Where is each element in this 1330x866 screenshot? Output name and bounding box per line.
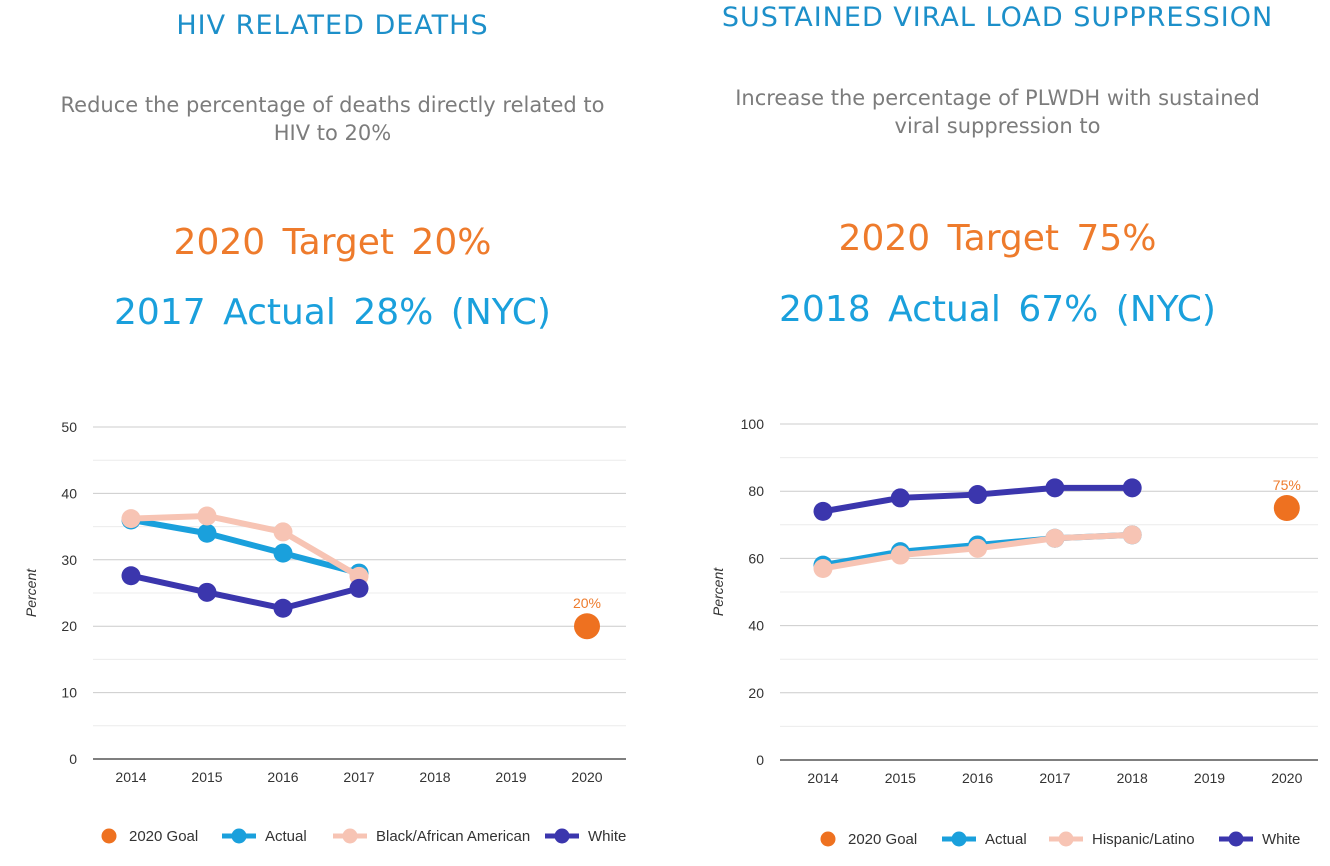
legend-label: 2020 Goal [129,828,198,845]
subtitle-line: Reduce the percentage of deaths directly… [60,93,605,117]
x-tick-label: 2016 [962,770,993,786]
panel-title: HIV RELATED DEATHS [176,10,489,41]
legend-label: White [588,828,626,845]
panel-viral-suppression: SUSTAINED VIRAL LOAD SUPPRESSION Increas… [665,0,1330,866]
x-tick-label: 2020 [1271,770,1302,786]
series-line [130,517,360,576]
x-tick-label: 2015 [885,770,916,786]
x-tick-label: 2018 [1117,770,1148,786]
data-point [273,522,293,542]
series-white [813,478,1142,521]
series-line [130,572,360,612]
data-point [1045,528,1065,548]
legend-marker [554,828,570,844]
y-tick-label: 0 [69,751,77,767]
x-tick-label: 2019 [495,769,526,785]
x-tick-label: 2018 [419,769,450,785]
target-text: 2020 Target 75% [838,218,1157,259]
legend-marker [342,828,358,844]
data-label: 20% [573,595,601,611]
legend-marker [231,828,247,844]
legend-item-2020-goal: 2020 Goal [101,828,198,845]
legend-label: Hispanic/Latino [1092,831,1195,848]
x-tick-label: 2020 [571,769,602,785]
y-tick-label: 30 [61,552,77,568]
viral-suppression-chart: 0 20 40 60 80 100 2014 2015 2016 2017 2018 2019 2020… [710,416,1318,848]
data-point [1045,478,1065,498]
data-point [273,543,293,563]
x-tick-label: 2019 [1194,770,1225,786]
x-tick-label: 2014 [115,769,146,785]
y-tick-label: 60 [748,550,764,566]
y-tick-label: 0 [756,752,764,768]
data-point [349,578,369,598]
data-point [1273,495,1300,521]
y-tick-label: 40 [61,485,77,501]
legend-marker [1058,831,1074,847]
data-point [273,598,293,618]
data-point [813,558,833,578]
hiv-deaths-chart: 0 10 20 30 40 50 2014 2015 2016 2017 2018 2019 2020 P… [23,419,626,845]
legend-item-white: White [545,828,626,845]
data-point [813,501,833,521]
legend-item-actual: Actual [942,831,1027,848]
y-tick-label: 10 [61,685,77,701]
y-tick-label: 20 [748,685,764,701]
y-tick-label: 20 [61,618,77,634]
panel-subtitle: Reduce the percentage of deaths directly… [0,91,665,147]
x-tick-label: 2016 [267,769,298,785]
x-tick-label: 2014 [807,770,838,786]
y-axis-label: Percent [710,567,726,616]
y-tick-label: 40 [748,618,764,634]
subtitle-line: Increase the percentage of PLWDH with su… [735,86,1260,110]
legend-label: Actual [985,831,1027,848]
data-point [197,523,217,543]
panel-hiv-deaths: HIV RELATED DEATHS Reduce the percentage… [0,10,665,845]
data-point [121,566,141,586]
data-label: 75% [1273,477,1301,493]
legend-marker [101,828,117,844]
actual-text: 2018 Actual 67% (NYC) [779,289,1216,330]
series-2020-goal: 20% [573,595,601,640]
y-tick-label: 50 [61,419,77,435]
legend-item-2020-goal: 2020 Goal [820,831,917,848]
series-line [130,512,361,579]
data-point [890,545,910,565]
x-tick-label: 2015 [191,769,222,785]
data-point [197,582,217,602]
subtitle-line: viral suppression to [894,114,1101,138]
series-hispanic-latino [813,525,1142,578]
data-point [574,613,600,640]
series-2020-goal: 75% [1273,477,1301,521]
legend-marker [1228,831,1244,847]
data-point [890,488,910,508]
legend-label: Black/African American [376,828,530,845]
legend-marker [820,831,836,847]
legend-label: White [1262,831,1300,848]
legend-item-white: White [1219,831,1300,848]
legend-item-hispanic-latino: Hispanic/Latino [1049,831,1195,848]
legend-item-actual: Actual [222,828,307,845]
legend-label: Actual [265,828,307,845]
panel-title: SUSTAINED VIRAL LOAD SUPPRESSION [721,2,1274,33]
panel-subtitle: Increase the percentage of PLWDH with su… [665,84,1330,140]
subtitle-line: HIV to 20% [273,121,392,145]
data-point [121,509,141,529]
x-tick-label: 2017 [343,769,374,785]
actual-text: 2017 Actual 28% (NYC) [114,292,551,333]
data-point [1122,478,1142,498]
data-point [1122,525,1142,545]
target-text: 2020 Target 20% [173,222,492,263]
data-point [197,506,217,526]
y-tick-label: 100 [741,416,765,432]
data-point [968,485,988,505]
y-tick-label: 80 [748,483,764,499]
legend-label: 2020 Goal [848,831,917,848]
y-axis-label: Percent [23,568,39,617]
data-point [968,538,988,558]
legend-item-black-african-american: Black/African American [333,828,530,845]
legend-marker [951,831,967,847]
series-white [121,566,369,618]
x-tick-label: 2017 [1039,770,1070,786]
